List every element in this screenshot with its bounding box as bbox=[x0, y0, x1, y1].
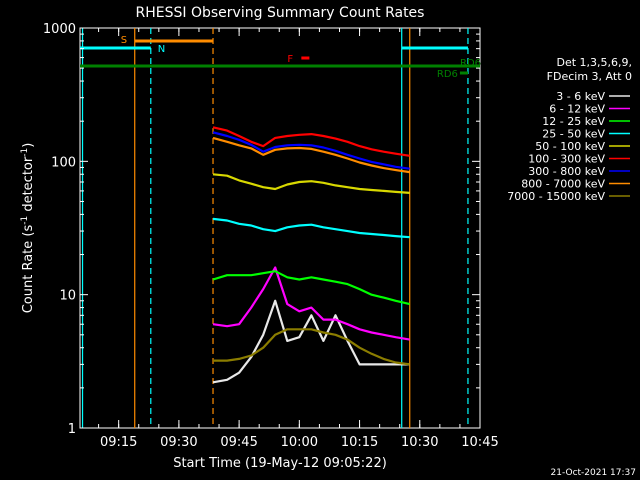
x-tick-label: 10:45 bbox=[461, 435, 498, 450]
legend-label: 7000 - 15000 keV bbox=[507, 190, 605, 203]
flag-label: S bbox=[121, 35, 127, 46]
flag-label: F bbox=[287, 54, 293, 65]
flag-label: N bbox=[158, 44, 165, 55]
x-tick-label: 09:15 bbox=[100, 435, 137, 450]
y-tick-label: 1000 bbox=[43, 22, 76, 37]
axes: 1 10 100 1000 09:15 09:30 09:45 10:00 10:15 10:30… bbox=[43, 22, 499, 450]
series-line bbox=[212, 136, 410, 174]
series-lines bbox=[212, 126, 410, 384]
x-tick-label: 09:45 bbox=[220, 435, 257, 450]
series-line bbox=[212, 173, 410, 194]
x-axis-label: Start Time (19-May-12 09:05:22) bbox=[173, 456, 387, 471]
series-line bbox=[212, 126, 410, 157]
legend-label: 50 - 100 keV bbox=[535, 140, 605, 153]
legend-label: 3 - 6 keV bbox=[556, 90, 605, 103]
legend-label: 12 - 25 keV bbox=[542, 115, 605, 128]
detector-info-line: FDecim 3, Att 0 bbox=[547, 70, 632, 83]
series-line bbox=[212, 131, 410, 170]
y-axis-label: Count Rate (s-1 detector-1) bbox=[20, 143, 36, 314]
chart-title: RHESSI Observing Summary Count Rates bbox=[136, 5, 425, 21]
legend-label: 100 - 300 keV bbox=[528, 153, 605, 166]
legend-label: 25 - 50 keV bbox=[542, 128, 605, 141]
y-axis-label-superscript: -1 bbox=[20, 148, 30, 157]
y-axis-label-part: Count Rate (s bbox=[21, 225, 36, 314]
legend-label: 300 - 800 keV bbox=[528, 165, 605, 178]
y-tick-label: 1 bbox=[68, 422, 76, 437]
plot-timestamp: 21-Oct-2021 17:37 bbox=[551, 468, 636, 478]
y-tick-label: 10 bbox=[59, 289, 76, 304]
legend-label: 800 - 7000 keV bbox=[521, 178, 605, 191]
flag-label: RD6 bbox=[460, 58, 481, 69]
x-tick-label: 10:00 bbox=[281, 435, 318, 450]
detector-info-line: Det 1,3,5,6,9, bbox=[556, 56, 632, 69]
y-axis-label-part: ) bbox=[21, 143, 36, 148]
x-tick-label: 10:30 bbox=[401, 435, 438, 450]
y-tick-label: 100 bbox=[51, 155, 76, 170]
flag-label: RD6 bbox=[437, 69, 458, 80]
series-line bbox=[212, 266, 410, 341]
series-line bbox=[212, 299, 410, 384]
x-tick-label: 10:15 bbox=[341, 435, 378, 450]
legend-label: 6 - 12 keV bbox=[549, 103, 605, 116]
plot-frame bbox=[79, 27, 481, 429]
series-line bbox=[213, 328, 410, 366]
series-line bbox=[212, 217, 410, 239]
detector-info: Det 1,3,5,6,9,FDecim 3, Att 0 bbox=[547, 56, 632, 83]
plot-area bbox=[79, 27, 481, 429]
x-tick-label: 09:30 bbox=[160, 435, 197, 450]
y-axis-label-superscript: -1 bbox=[20, 216, 30, 225]
y-axis-label-part: detector bbox=[21, 156, 36, 216]
series-line bbox=[212, 270, 410, 306]
